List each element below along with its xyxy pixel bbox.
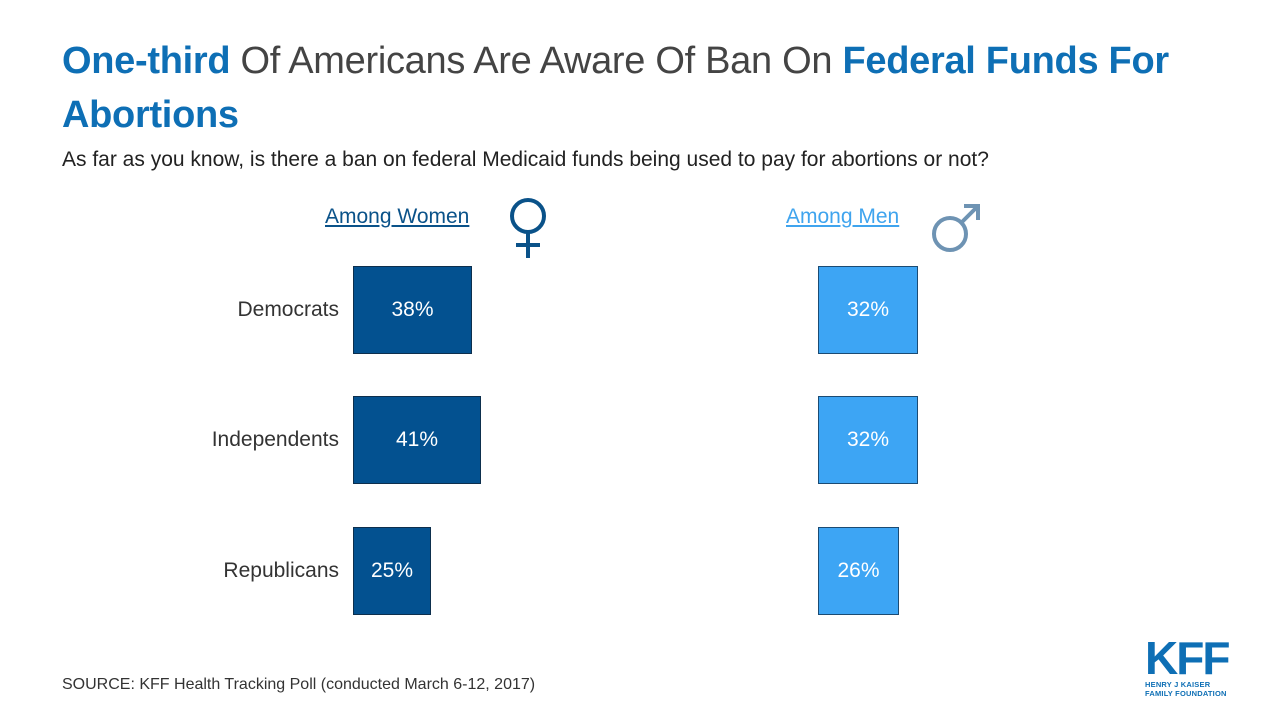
women-bar-democrats: 38%: [353, 266, 472, 354]
data-label: 26%: [837, 559, 880, 582]
source-note: SOURCE: KFF Health Tracking Poll (conduc…: [62, 676, 536, 693]
data-label: 25%: [370, 559, 414, 582]
category-label-democrats: Democrats: [237, 298, 339, 321]
chart-subtitle: As far as you know, is there a ban on fe…: [62, 148, 989, 171]
male-symbol-icon: [932, 204, 980, 252]
women-bar-independents: 41%: [353, 396, 481, 484]
female-symbol-icon: [510, 198, 546, 258]
data-label: 32%: [846, 298, 890, 321]
men-bar-independents: 32%: [818, 396, 918, 484]
kff-logo-mark: KFF: [1145, 632, 1230, 684]
title-highlight-2: Federal Funds For Abortions: [62, 40, 1169, 136]
title-middle: Of Americans Are Aware Of Ban On: [230, 40, 843, 82]
kff-logo: KFF HENRY J KAISER FAMILY FOUNDATION: [1145, 632, 1245, 698]
data-label: 32%: [846, 428, 890, 451]
women-panel-heading: Among Women: [325, 205, 470, 228]
category-label-republicans: Republicans: [223, 559, 339, 582]
men-bar-democrats: 32%: [818, 266, 918, 354]
kff-logo-line2: FAMILY FOUNDATION: [1145, 689, 1227, 698]
men-bar-republicans: 26%: [818, 527, 899, 615]
title-highlight-1: One-third: [62, 40, 231, 82]
data-label: 41%: [395, 428, 439, 451]
men-panel-heading: Among Men: [786, 205, 900, 228]
kff-logo-line1: HENRY J KAISER: [1145, 680, 1211, 689]
data-label: 38%: [391, 298, 434, 321]
category-label-independents: Independents: [211, 428, 339, 451]
chart-title: One-third Of Americans Are Aware Of Ban …: [62, 34, 1262, 142]
women-bar-republicans: 25%: [353, 527, 431, 615]
